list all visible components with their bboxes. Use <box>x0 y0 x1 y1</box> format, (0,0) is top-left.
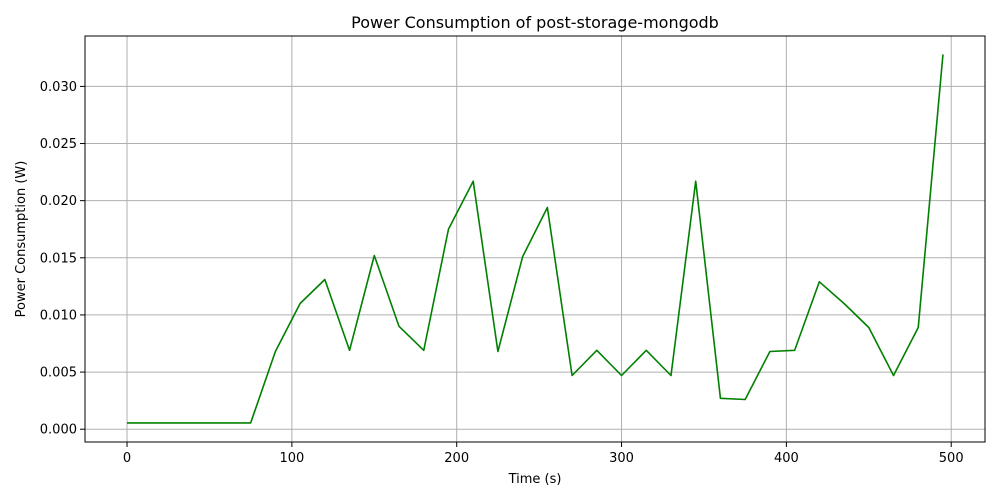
chart-title: Power Consumption of post-storage-mongod… <box>351 13 719 32</box>
y-axis-label: Power Consumption (W) <box>14 161 29 318</box>
grid <box>85 36 985 442</box>
x-tick-label: 100 <box>279 451 304 466</box>
ticks: 0 100 200 300 400 500 0.000 0.005 0.010 0.015 0.02… <box>40 80 964 466</box>
y-tick-label: 0.020 <box>40 194 77 209</box>
series-layer <box>127 54 944 424</box>
x-axis-label: Time (s) <box>508 472 562 487</box>
y-tick-label: 0.015 <box>40 251 77 266</box>
x-tick-label: 300 <box>609 451 634 466</box>
x-tick-label: 400 <box>774 451 799 466</box>
x-tick-label: 200 <box>444 451 469 466</box>
plot-frame <box>84 35 986 443</box>
x-tick-label: 0 <box>123 451 131 466</box>
y-tick-label: 0.025 <box>40 137 77 152</box>
series-line <box>127 54 944 424</box>
y-tick-label: 0.030 <box>40 80 77 95</box>
y-tick-label: 0.000 <box>40 423 77 438</box>
y-tick-label: 0.005 <box>40 366 77 381</box>
x-tick-label: 500 <box>939 451 964 466</box>
y-tick-label: 0.010 <box>40 308 77 323</box>
